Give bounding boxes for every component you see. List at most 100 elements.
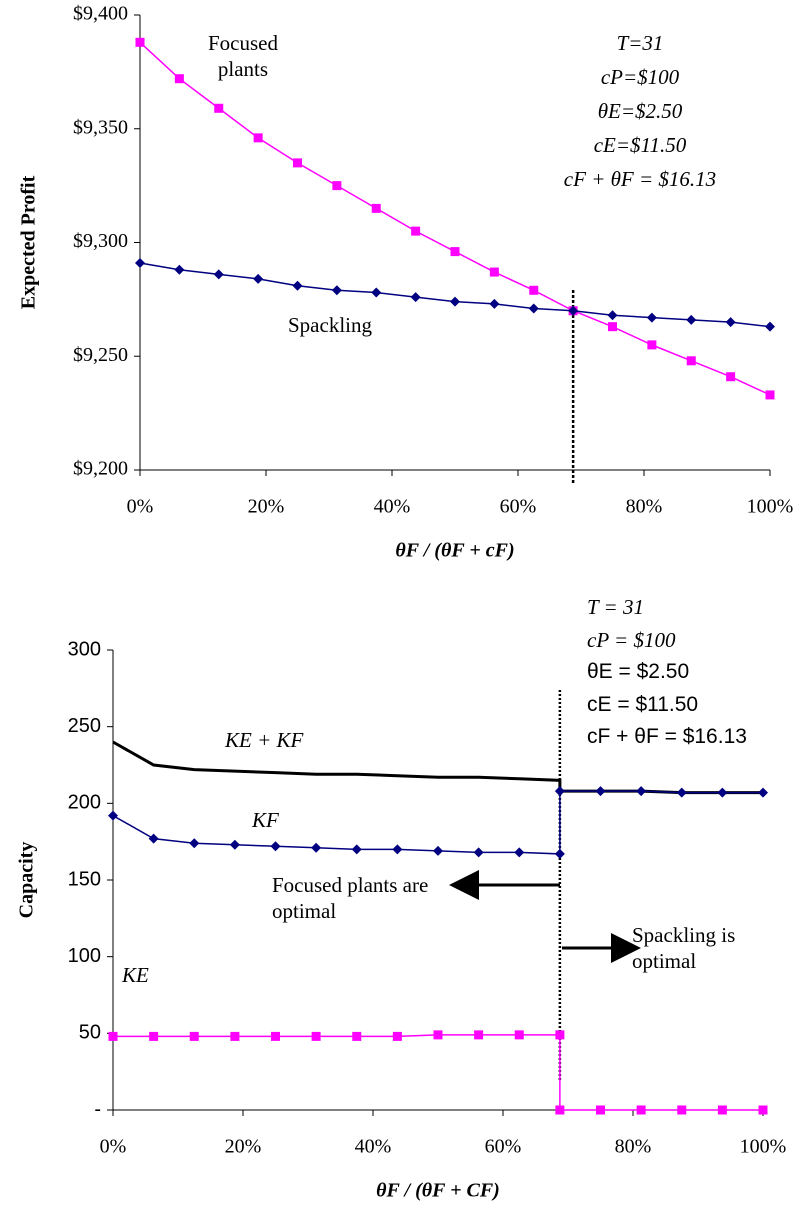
marker — [529, 285, 539, 295]
marker — [489, 267, 499, 277]
y-tick-label: $9,200 — [73, 458, 128, 480]
marker — [433, 845, 443, 856]
marker — [371, 203, 381, 213]
marker — [189, 1031, 199, 1041]
x-tick-label: 100% — [747, 496, 794, 518]
y-axis-label: Expected Profit — [18, 175, 40, 309]
marker — [514, 847, 525, 858]
series-line — [139, 41, 771, 396]
marker — [758, 787, 768, 798]
marker — [473, 847, 484, 858]
y-axis-label: Capacity — [16, 842, 38, 919]
series-line — [113, 1034, 763, 1111]
marker — [554, 848, 565, 859]
marker — [474, 1030, 484, 1040]
x-tick-label: 60% — [485, 1136, 522, 1158]
y-tick-label: $9,350 — [73, 116, 128, 138]
marker — [149, 1031, 159, 1041]
series-label: KE + KF — [225, 728, 304, 752]
marker — [174, 264, 185, 275]
annotation: cE=$11.50 — [593, 133, 687, 157]
marker — [271, 1031, 280, 1041]
marker — [214, 103, 224, 113]
marker — [371, 287, 382, 298]
x-tick-label: 0% — [127, 496, 154, 518]
marker — [450, 296, 460, 307]
marker — [213, 269, 224, 280]
marker — [726, 372, 736, 382]
x-tick-label: 80% — [615, 1136, 652, 1158]
marker — [608, 322, 617, 332]
marker — [450, 247, 460, 257]
marker — [108, 1031, 118, 1041]
marker — [568, 305, 579, 316]
marker — [717, 787, 728, 798]
marker — [489, 298, 500, 309]
marker — [686, 356, 696, 366]
marker — [253, 133, 263, 143]
marker — [135, 257, 145, 268]
marker — [433, 1030, 443, 1040]
annotation: Focused plants are optimal — [272, 873, 429, 923]
x-tick-label: 40% — [355, 1136, 392, 1158]
series-label: KE — [122, 963, 149, 987]
marker — [351, 844, 362, 855]
y-tick-label: 50 — [79, 1022, 101, 1044]
x-tick-label: 80% — [626, 496, 663, 518]
marker — [596, 1105, 605, 1115]
marker — [352, 1031, 362, 1041]
marker — [410, 292, 421, 303]
marker — [253, 273, 264, 284]
marker — [135, 37, 145, 47]
marker — [411, 226, 421, 236]
y-tick-label: $9,300 — [73, 230, 128, 252]
annotation: cF + θF = $16.13 — [563, 167, 717, 191]
marker — [758, 1105, 768, 1115]
marker — [647, 340, 657, 350]
y-tick-label: 100 — [68, 945, 101, 967]
x-tick-label: 100% — [740, 1136, 787, 1158]
marker — [311, 1031, 321, 1041]
marker — [293, 158, 302, 168]
annotation: cF + θF = $16.13 — [587, 725, 747, 748]
marker — [230, 1031, 240, 1041]
marker — [607, 310, 618, 321]
marker — [392, 844, 403, 855]
marker — [174, 74, 184, 84]
series-label: Spackling — [288, 313, 372, 337]
y-tick-label: 150 — [68, 868, 101, 890]
series-label: Focused plants — [208, 31, 278, 81]
annotation: cE = $11.50 — [587, 692, 699, 716]
marker — [686, 314, 697, 325]
marker — [108, 810, 118, 821]
marker — [676, 787, 687, 798]
marker — [636, 1105, 646, 1115]
y-tick-label: $9,400 — [73, 3, 128, 25]
series-line — [139, 262, 771, 328]
marker — [528, 303, 539, 314]
series-line — [112, 790, 763, 855]
y-tick-label: $9,250 — [73, 344, 128, 366]
marker — [189, 838, 200, 849]
marker — [332, 181, 342, 191]
annotation: cP = $100 — [587, 627, 676, 652]
annotation: T = 31 — [587, 595, 644, 619]
marker — [717, 1105, 727, 1115]
annotation: θE=$2.50 — [597, 99, 683, 123]
annotation: θE = $2.50 — [587, 660, 690, 683]
series-label: KF — [252, 808, 279, 832]
annotation: T=31 — [616, 31, 664, 55]
marker — [311, 842, 322, 853]
marker — [292, 280, 303, 291]
marker — [555, 1105, 565, 1115]
y-tick-label: 250 — [68, 715, 101, 737]
x-tick-label: 60% — [500, 496, 537, 518]
x-tick-label: 20% — [225, 1136, 262, 1158]
marker — [555, 1030, 565, 1040]
marker — [270, 841, 281, 852]
y-tick-label: 300 — [68, 638, 101, 660]
marker — [554, 786, 565, 797]
marker — [677, 1105, 687, 1115]
